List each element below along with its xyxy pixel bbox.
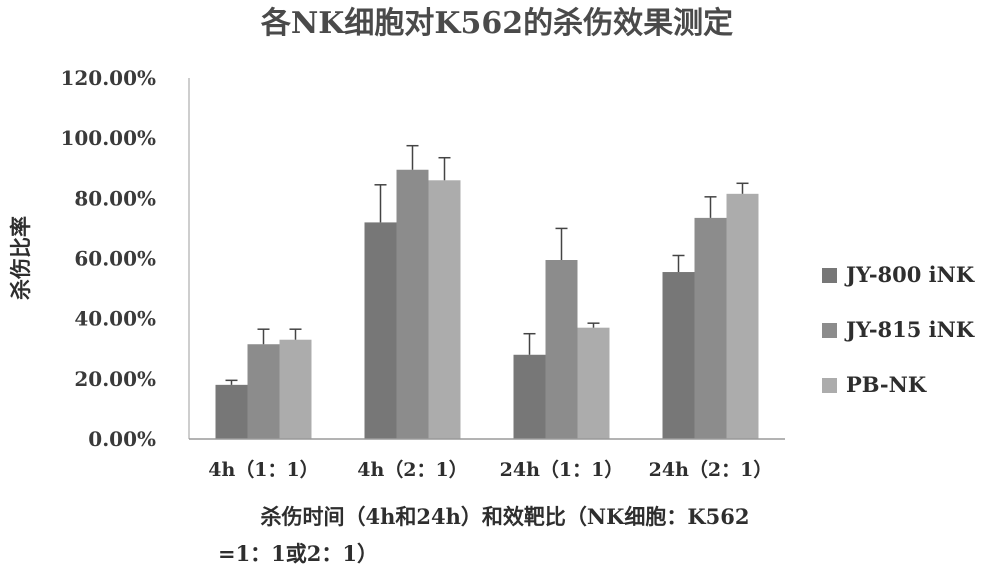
x-category-label: 24h（1：1） [500,458,624,481]
y-tick-label: 80.00% [74,186,156,210]
legend-swatch [822,268,837,283]
x-axis-title-line-1: 杀伤时间（4h和24h）和效靶比（NK细胞：K562 [261,504,750,529]
y-tick-label: 20.00% [74,367,156,391]
legend-swatch [822,378,837,393]
bar [662,272,695,439]
x-axis-category-labels: 4h（1：1） 4h（2：1） 24h（1：1） 24h（2：1） [208,458,772,481]
legend-swatch [822,323,837,338]
bar [577,327,610,439]
y-tick-label: 120.00% [60,66,156,90]
bar [428,180,461,440]
bar [545,260,578,439]
bar [694,217,727,439]
y-tick-label: 40.00% [74,307,156,331]
bar [396,169,429,440]
x-category-label: 4h（1：1） [208,458,318,481]
y-tick-label: 0.00% [88,427,156,451]
y-axis-ticks: 0.00% 20.00% 40.00% 60.00% 80.00% 100.00% 120.… [60,66,156,451]
y-tick-label: 100.00% [60,126,156,150]
chart-title: 各NK细胞对K562的杀伤效果测定 [260,6,733,41]
x-category-label: 4h（2：1） [357,458,467,481]
x-axis-title-line-2: =1：1或2：1） [218,541,378,566]
legend-label: JY-815 iNK [844,317,975,342]
bar [513,354,546,439]
legend: JY-800 iNK JY-815 iNK PB-NK [822,262,975,397]
legend-label: JY-800 iNK [844,262,975,287]
y-tick-label: 60.00% [74,247,156,271]
error-bars-group [225,144,749,385]
legend-label: PB-NK [846,372,927,397]
bar [247,344,280,439]
x-category-label: 24h（2：1） [649,458,773,481]
bar [215,384,248,439]
bar [279,339,312,439]
bars-group [215,169,759,440]
bar [726,193,759,439]
bar [364,222,397,439]
y-axis-title: 杀伤比率 [8,216,33,300]
